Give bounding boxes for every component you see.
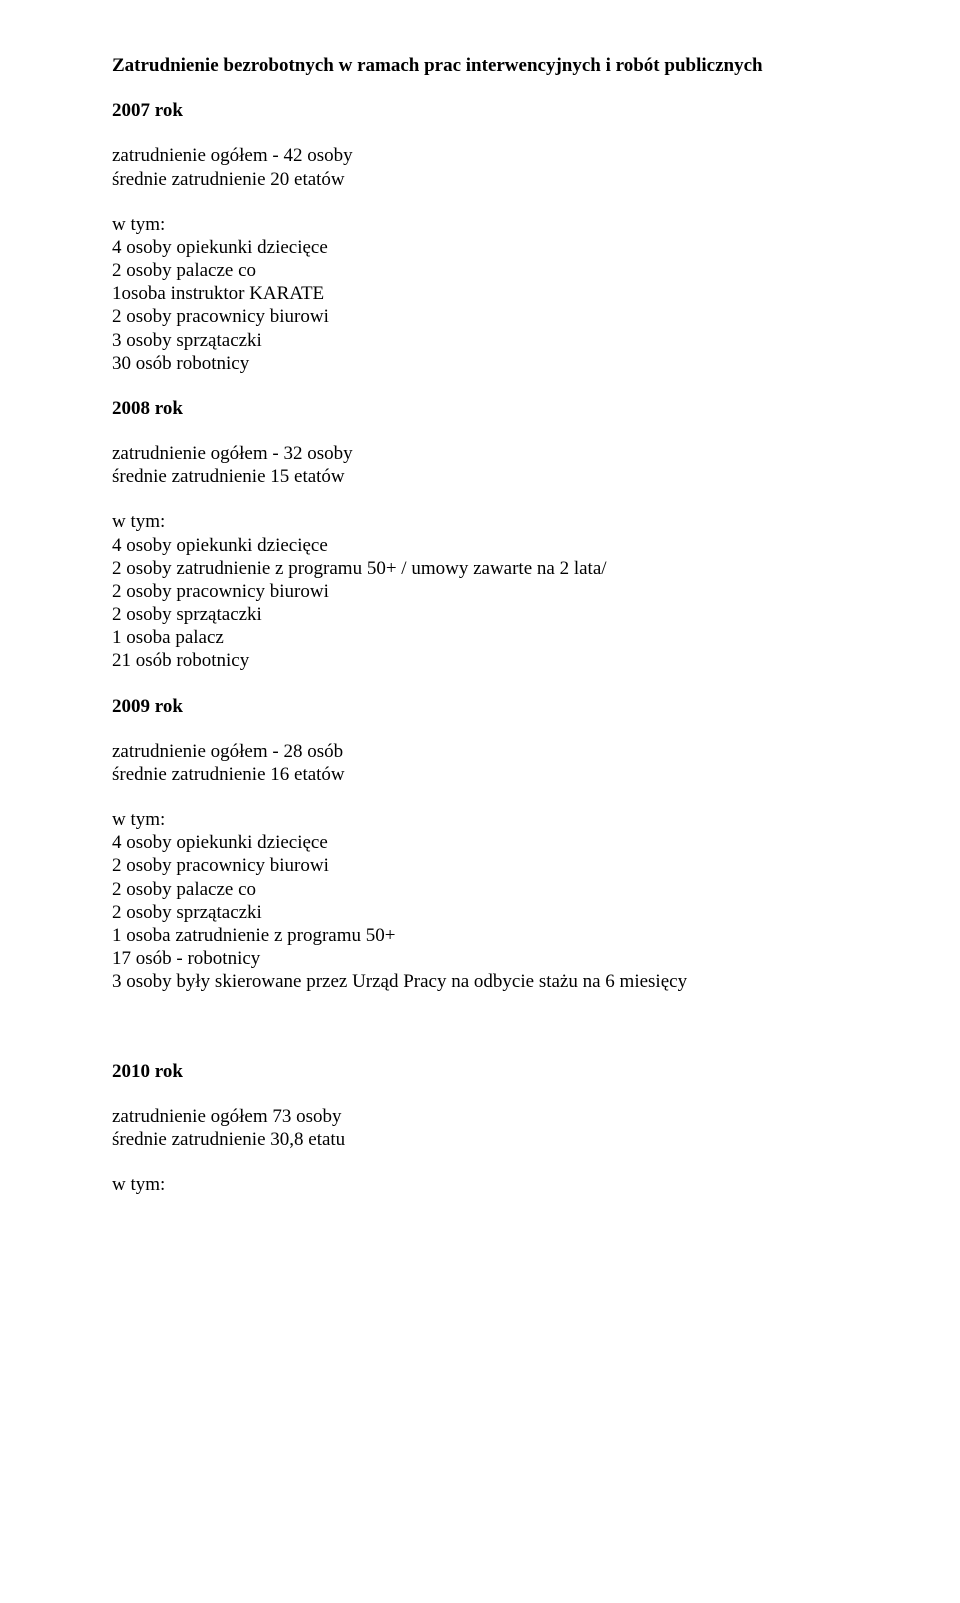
details-2008: w tym: 4 osoby opiekunki dziecięce 2 oso… [112,510,850,672]
list-item: 2 osoby zatrudnienie z programu 50+ / um… [112,557,850,580]
summary-2008: zatrudnienie ogółem - 32 osoby średnie z… [112,442,850,488]
summary-line: zatrudnienie ogółem - 32 osoby [112,442,850,465]
year-2007-heading: 2007 rok [112,99,850,122]
list-item: 21 osób robotnicy [112,649,850,672]
list-item: 2 osoby pracownicy biurowi [112,854,850,877]
summary-2010: zatrudnienie ogółem 73 osoby średnie zat… [112,1105,850,1151]
summary-2007: zatrudnienie ogółem - 42 osoby średnie z… [112,144,850,190]
year-2010-heading: 2010 rok [112,1060,850,1083]
w-tym-label: w tym: [112,808,850,831]
w-tym-label: w tym: [112,213,850,236]
list-item: 1 osoba palacz [112,626,850,649]
list-item: 2 osoby sprzątaczki [112,603,850,626]
summary-line: zatrudnienie ogółem - 42 osoby [112,144,850,167]
summary-line: średnie zatrudnienie 15 etatów [112,465,850,488]
list-item: 2 osoby sprzątaczki [112,901,850,924]
year-2009-heading: 2009 rok [112,695,850,718]
year-2008-heading: 2008 rok [112,397,850,420]
summary-line: zatrudnienie ogółem - 28 osób [112,740,850,763]
w-tym-label: w tym: [112,510,850,533]
summary-2009: zatrudnienie ogółem - 28 osób średnie za… [112,740,850,786]
details-2009: w tym: 4 osoby opiekunki dziecięce 2 oso… [112,808,850,993]
summary-line: średnie zatrudnienie 30,8 etatu [112,1128,850,1151]
list-item: 3 osoby sprzątaczki [112,329,850,352]
list-item: 2 osoby pracownicy biurowi [112,305,850,328]
list-item: 4 osoby opiekunki dziecięce [112,534,850,557]
list-item: 1osoba instruktor KARATE [112,282,850,305]
list-item: 4 osoby opiekunki dziecięce [112,236,850,259]
list-item: 3 osoby były skierowane przez Urząd Prac… [112,970,850,993]
summary-line: średnie zatrudnienie 16 etatów [112,763,850,786]
list-item: 2 osoby palacze co [112,259,850,282]
list-item: 30 osób robotnicy [112,352,850,375]
list-item: 4 osoby opiekunki dziecięce [112,831,850,854]
details-2010: w tym: [112,1173,850,1196]
list-item: 1 osoba zatrudnienie z programu 50+ [112,924,850,947]
list-item: 2 osoby pracownicy biurowi [112,580,850,603]
list-item: 2 osoby palacze co [112,878,850,901]
details-2007: w tym: 4 osoby opiekunki dziecięce 2 oso… [112,213,850,375]
summary-line: zatrudnienie ogółem 73 osoby [112,1105,850,1128]
w-tym-label: w tym: [112,1173,850,1196]
summary-line: średnie zatrudnienie 20 etatów [112,168,850,191]
page-title: Zatrudnienie bezrobotnych w ramach prac … [112,54,850,77]
list-item: 17 osób - robotnicy [112,947,850,970]
